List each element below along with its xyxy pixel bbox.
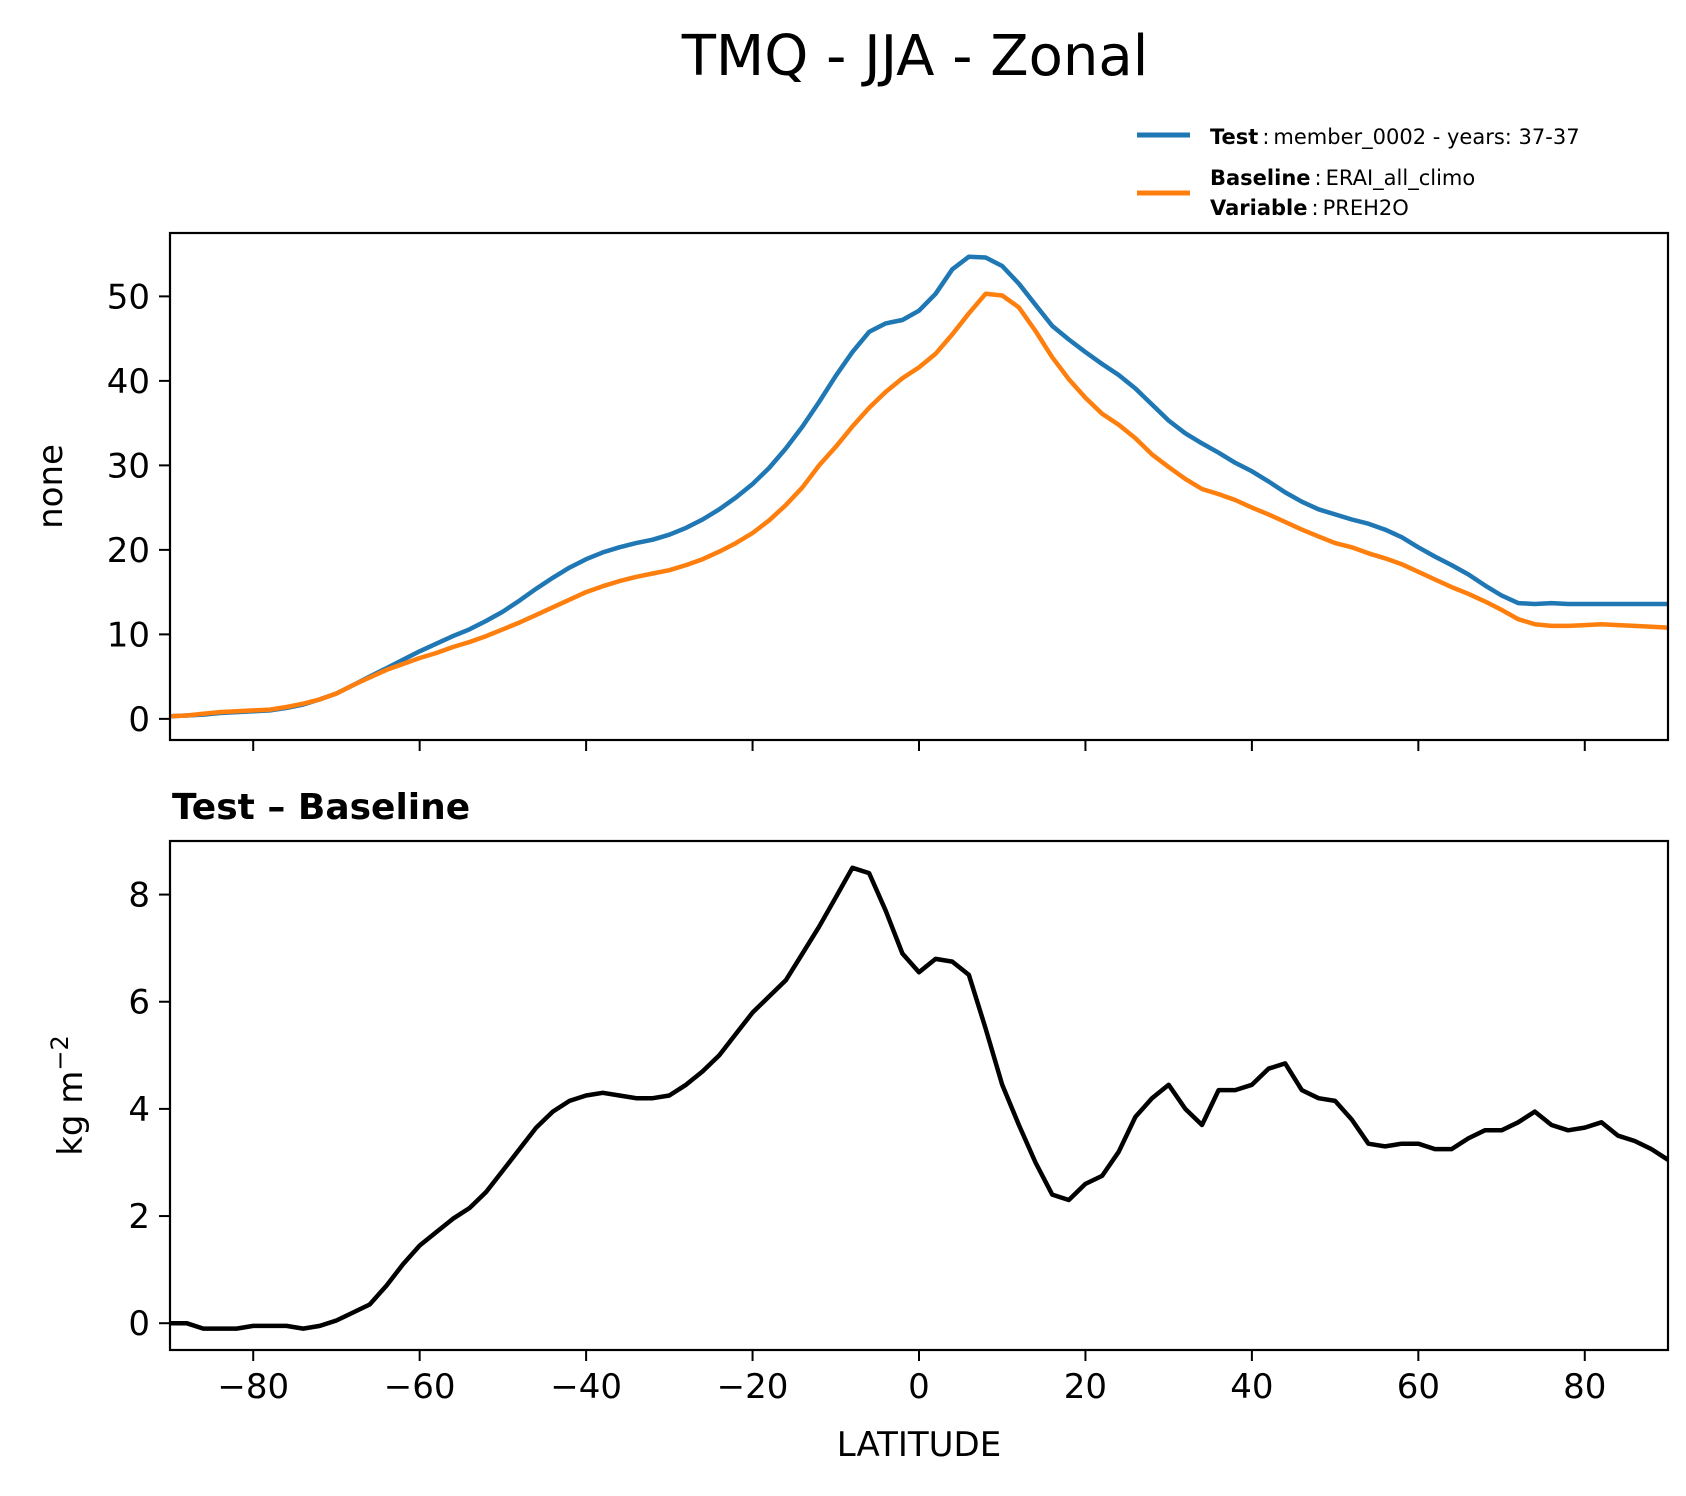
y-tick-label: 20 [107,531,150,571]
x-tick-label: −40 [550,1367,622,1407]
y-tick-label: 2 [128,1197,150,1237]
legend: Test: member_0002 - years: 37-37 Baseline… [1137,125,1580,220]
y-tick-label: 0 [128,700,150,740]
legend-variable-value: PREH2O [1323,196,1409,220]
y-tick-label: 40 [107,362,150,402]
y-tick-label: 10 [107,615,150,655]
y-tick-label: 50 [107,277,150,317]
figure-title: TMQ - JJA - Zonal [681,24,1149,89]
y-tick-label: 0 [128,1304,150,1344]
legend-test-value: member_0002 - years: 37-37 [1273,125,1579,150]
x-tick-label: 20 [1064,1367,1107,1407]
legend-baseline-entry: Baseline: ERAI_all_climo [1210,166,1475,191]
x-tick-label: −80 [217,1367,289,1407]
y-tick-label: 30 [107,446,150,486]
legend-variable-sep: : [1311,196,1318,220]
y-axis-label: none [31,444,71,529]
series-line-test-baseline [170,865,1670,1331]
bottom-panel: −80 −60 −40 −20 0 20 40 60 80 0 2 4 6 8 kg m−2 Test – B… [46,787,1670,1465]
y-axis-label: kg m−2 [46,1035,91,1156]
x-tick-label: 40 [1230,1367,1273,1407]
x-tick-label: 60 [1397,1367,1440,1407]
legend-test-sep: : [1262,125,1269,149]
y-axis-label-exponent: −2 [46,1035,74,1070]
x-tick-label: −60 [384,1367,456,1407]
y-axis-label-unit: kg m [51,1071,91,1156]
x-tick-label: −20 [717,1367,789,1407]
legend-baseline-key: Baseline [1210,166,1311,190]
y-tick-label: 8 [128,876,150,916]
legend-baseline-sep: : [1315,166,1322,190]
top-panel: 0 10 20 30 40 50 none [31,231,1670,751]
series-line-test [169,254,1668,719]
x-axis-label: LATITUDE [837,1425,1001,1465]
legend-variable-key: Variable [1210,196,1307,220]
legend-test-key: Test [1210,125,1258,149]
x-tick-label: 0 [908,1367,930,1407]
y-tick-label: 4 [128,1090,150,1130]
legend-baseline-value: ERAI_all_climo [1326,166,1476,191]
x-tick-label: 80 [1563,1367,1606,1407]
subplot-title: Test – Baseline [172,787,470,828]
legend-variable-entry: Variable: PREH2O [1210,196,1409,220]
y-tick-label: 6 [128,983,150,1023]
series-line-baseline [169,291,1669,719]
legend-test-entry: Test: member_0002 - years: 37-37 [1210,125,1580,150]
